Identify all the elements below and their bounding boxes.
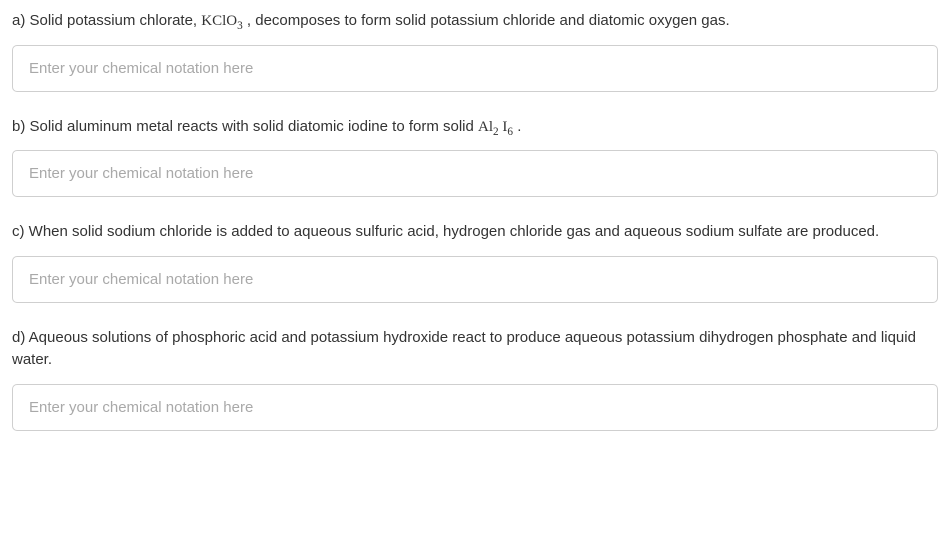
question-b-input[interactable] xyxy=(12,150,938,197)
question-a-formula: KClO3 xyxy=(201,13,242,29)
question-b-suffix: . xyxy=(513,118,521,135)
question-c-input[interactable] xyxy=(12,256,938,303)
question-d-prefix: d) Aqueous solutions of phosphoric acid … xyxy=(12,329,916,369)
question-c-prompt: c) When solid sodium chloride is added t… xyxy=(12,221,938,244)
question-a: a) Solid potassium chlorate, KClO3 , dec… xyxy=(12,10,938,92)
question-d-input[interactable] xyxy=(12,384,938,431)
question-a-input[interactable] xyxy=(12,45,938,92)
question-c: c) When solid sodium chloride is added t… xyxy=(12,221,938,303)
question-b: b) Solid aluminum metal reacts with soli… xyxy=(12,116,938,198)
question-d-prompt: d) Aqueous solutions of phosphoric acid … xyxy=(12,327,938,372)
question-b-prefix: b) Solid aluminum metal reacts with soli… xyxy=(12,118,478,135)
question-c-prefix: c) When solid sodium chloride is added t… xyxy=(12,223,879,240)
question-a-suffix: , decomposes to form solid potassium chl… xyxy=(243,12,730,29)
question-b-formula: Al2 I6 xyxy=(478,119,513,135)
question-a-prefix: a) Solid potassium chlorate, xyxy=(12,12,201,29)
question-a-prompt: a) Solid potassium chlorate, KClO3 , dec… xyxy=(12,10,938,33)
question-d: d) Aqueous solutions of phosphoric acid … xyxy=(12,327,938,431)
question-b-prompt: b) Solid aluminum metal reacts with soli… xyxy=(12,116,938,139)
